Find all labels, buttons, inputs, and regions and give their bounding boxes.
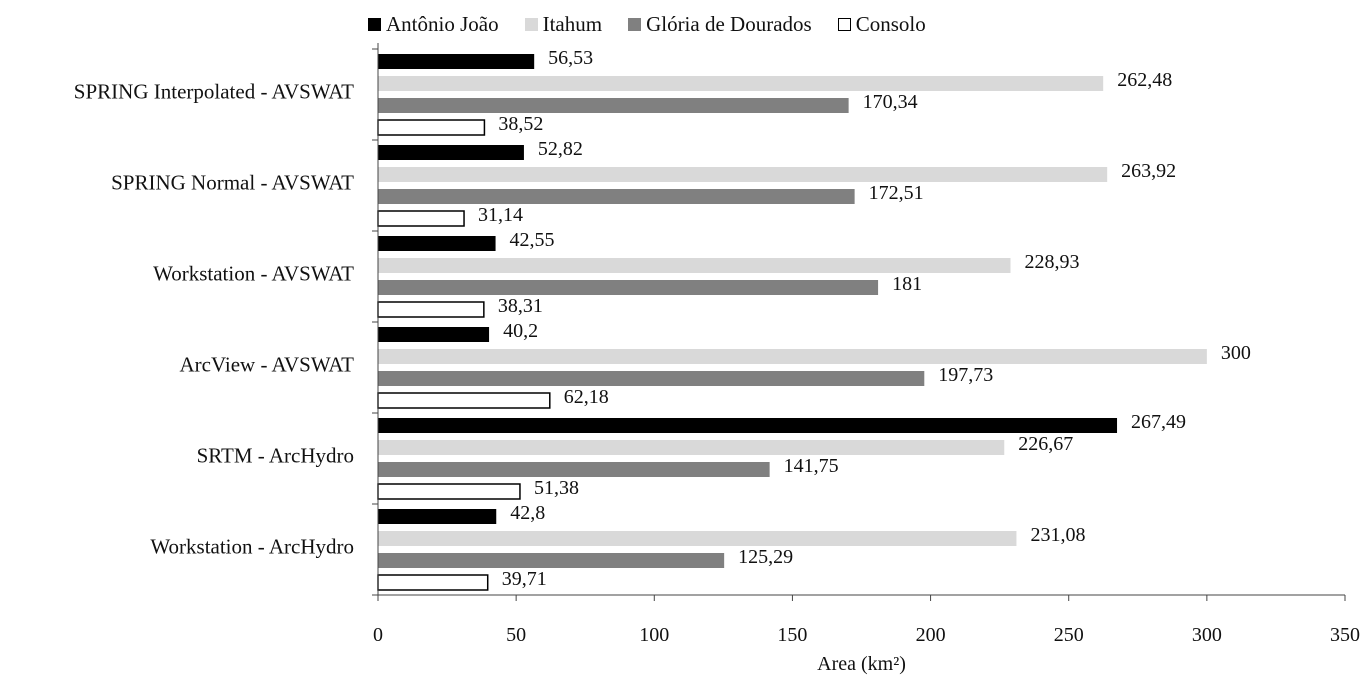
data-label: 42,8	[510, 502, 545, 524]
x-tick-label: 50	[506, 624, 526, 646]
bar	[377, 210, 465, 227]
bar	[378, 258, 1011, 273]
category-label: SPRING Normal - AVSWAT	[111, 171, 354, 195]
bar	[378, 167, 1108, 182]
legend-item: Consolo	[837, 12, 926, 37]
bar	[378, 531, 1017, 546]
data-label: 141,75	[784, 455, 839, 477]
bar	[377, 301, 485, 318]
legend-label: Itahum	[542, 12, 603, 36]
legend-swatch	[628, 18, 642, 31]
legend-label: Antônio João	[386, 12, 499, 36]
bar	[378, 236, 496, 251]
data-label: 31,14	[478, 204, 523, 226]
data-label: 170,34	[863, 91, 918, 113]
bar	[377, 119, 486, 136]
bar	[378, 371, 925, 386]
bar	[378, 418, 1118, 433]
data-label: 172,51	[869, 182, 924, 204]
data-label: 181	[892, 273, 922, 295]
x-tick-label: 250	[1054, 624, 1084, 646]
legend-swatch	[368, 18, 381, 31]
bar	[377, 574, 489, 591]
bar	[378, 98, 849, 113]
data-label: 263,92	[1121, 160, 1176, 182]
legend-item: Itahum	[524, 12, 603, 37]
x-tick-label: 350	[1330, 624, 1360, 646]
category-label: SRTM - ArcHydro	[197, 444, 354, 468]
data-label: 62,18	[564, 386, 609, 408]
x-tick-label: 0	[373, 624, 383, 646]
bar	[378, 76, 1104, 91]
category-label: Workstation - ArcHydro	[150, 535, 354, 559]
data-label: 197,73	[938, 364, 993, 386]
data-label: 38,31	[498, 295, 543, 317]
x-tick-label: 150	[777, 624, 807, 646]
legend-item: Glória de Dourados	[628, 12, 812, 37]
bar	[378, 280, 879, 295]
bar	[378, 509, 497, 524]
data-label: 39,71	[502, 568, 547, 590]
data-label: 51,38	[534, 477, 579, 499]
bar	[377, 483, 521, 500]
bar	[378, 349, 1207, 364]
bar	[378, 462, 770, 477]
bar	[378, 189, 855, 204]
data-label: 267,49	[1131, 411, 1186, 433]
category-label: ArcView - AVSWAT	[179, 353, 354, 377]
x-tick-label: 200	[916, 624, 946, 646]
bar	[378, 440, 1005, 455]
x-axis-title: Area (km²)	[817, 653, 906, 675]
data-label: 300	[1221, 342, 1251, 364]
data-label: 40,2	[503, 320, 538, 342]
legend-label: Consolo	[855, 12, 926, 36]
x-tick-label: 300	[1192, 624, 1222, 646]
legend-item: Antônio João	[368, 12, 499, 37]
bar	[378, 54, 535, 69]
bar	[378, 145, 524, 160]
category-label: Workstation - AVSWAT	[153, 262, 354, 286]
data-label: 52,82	[538, 138, 583, 160]
data-label: 56,53	[548, 47, 593, 69]
legend-label: Glória de Dourados	[646, 12, 812, 36]
data-label: 38,52	[498, 113, 543, 135]
data-label: 42,55	[510, 229, 555, 251]
data-label: 262,48	[1117, 69, 1172, 91]
x-tick-label: 100	[639, 624, 669, 646]
data-label: 226,67	[1018, 433, 1073, 455]
bar	[378, 553, 725, 568]
legend-swatch	[524, 18, 538, 31]
data-label: 125,29	[738, 546, 793, 568]
bar	[377, 392, 551, 409]
category-label: SPRING Interpolated - AVSWAT	[74, 80, 354, 104]
data-label: 231,08	[1030, 524, 1085, 546]
chart-legend: Antônio João Itahum Glória de Dourados Cons…	[368, 12, 926, 37]
data-label: 228,93	[1025, 251, 1080, 273]
bar	[378, 327, 490, 342]
legend-swatch	[837, 18, 851, 31]
